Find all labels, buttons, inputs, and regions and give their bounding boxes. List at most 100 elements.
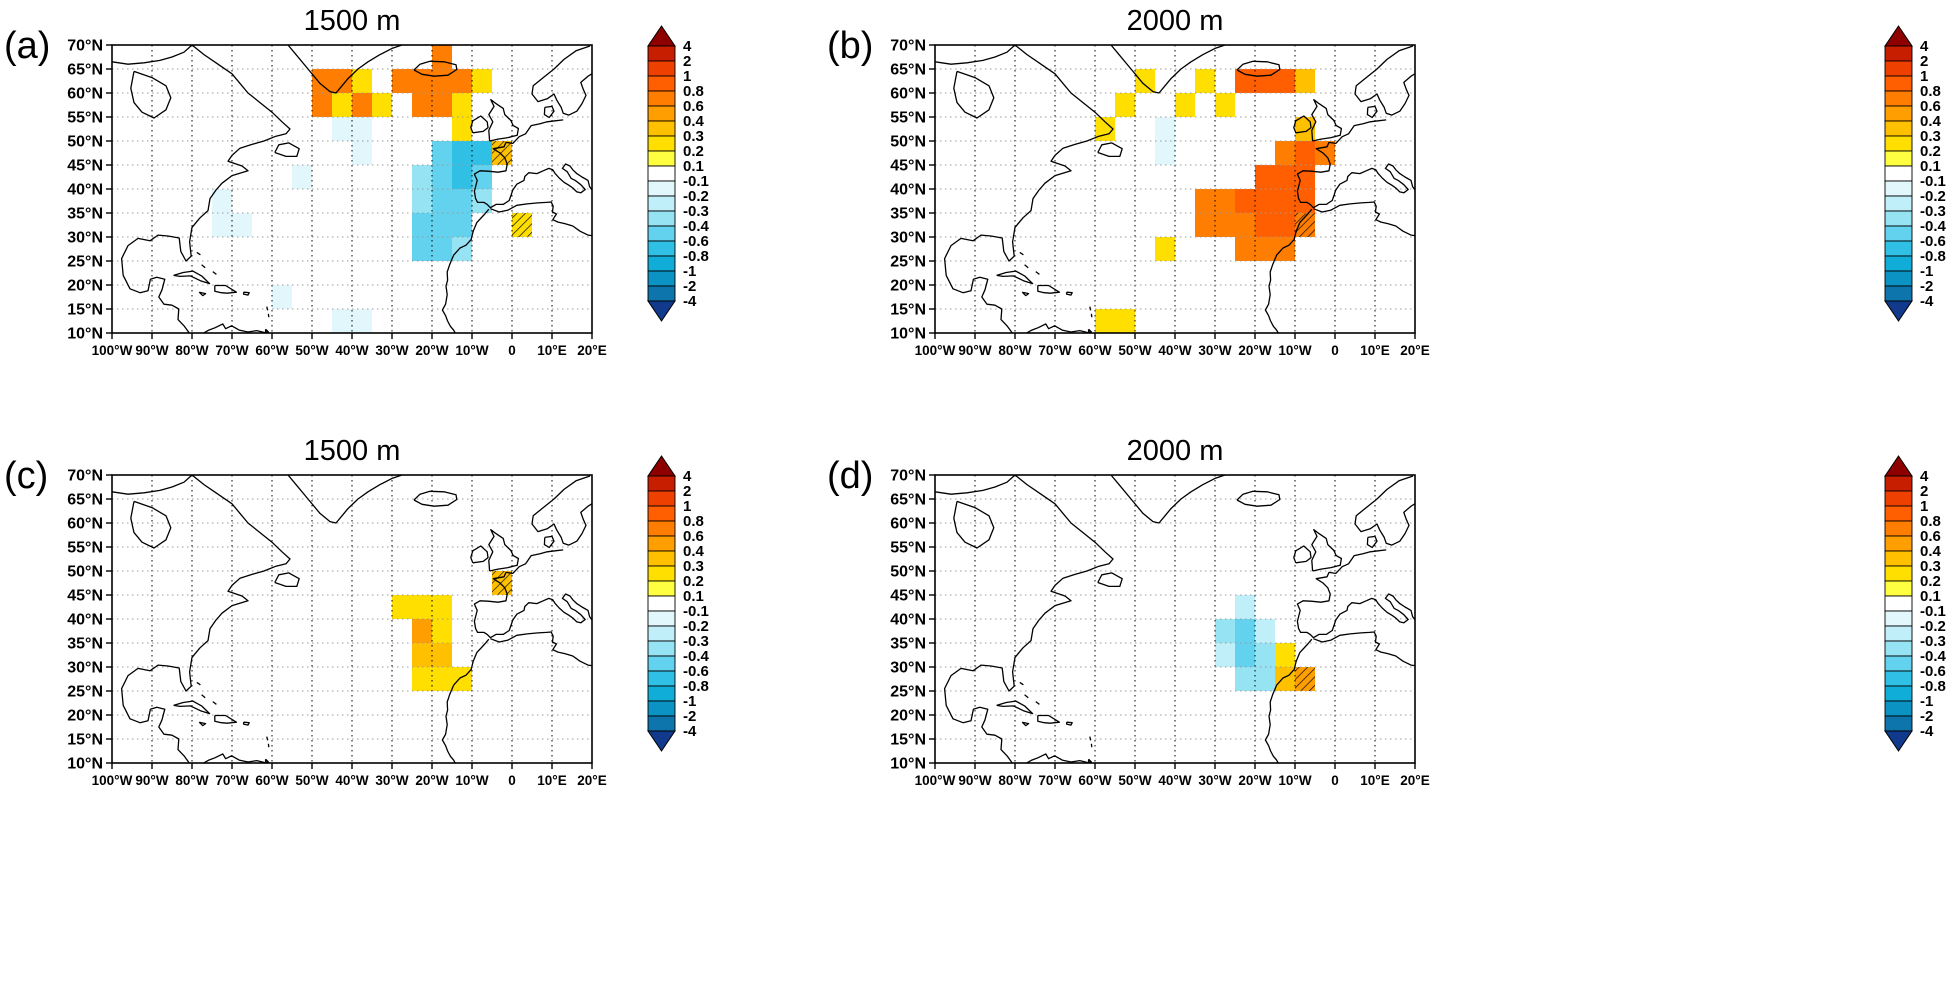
colorbar-segment — [1884, 45, 1913, 62]
coastline — [1019, 681, 1024, 686]
coastline — [1264, 208, 1313, 333]
heat-cell — [1115, 93, 1135, 117]
x-tick-label: 40°W — [335, 773, 368, 788]
colorbar-tick-label: -0.8 — [1920, 248, 1946, 265]
x-tick-label: 60°W — [255, 773, 288, 788]
colorbar-tick-label: 0.6 — [1920, 528, 1941, 545]
coastline — [473, 549, 592, 639]
y-tick-label: 45°N — [67, 158, 103, 175]
heat-cell — [432, 595, 452, 619]
map-b: 100°W 90°W 80°W 70°W 60°W 50°W 40°W 30°W 20°W 10°… — [890, 38, 1429, 359]
panel-letter-b: (b) — [827, 25, 873, 67]
colorbar-tick-label: 4 — [1920, 38, 1929, 55]
heat-cell — [1275, 643, 1295, 667]
colorbar-segment — [647, 150, 676, 167]
x-tick-label: 70°W — [215, 343, 248, 358]
y-tick-label: 20°N — [67, 708, 103, 725]
heat-cell — [1235, 69, 1255, 93]
y-tick-label: 15°N — [67, 302, 103, 319]
colorbar-arrow-up — [1884, 25, 1913, 47]
colorbar-tick-label: 0.3 — [1920, 558, 1941, 575]
x-tick-label: 100°W — [92, 343, 133, 358]
y-tick-label: 25°N — [890, 254, 926, 271]
y-tick-label: 20°N — [67, 278, 103, 295]
coastline — [266, 306, 269, 311]
colorbar-segment — [1884, 240, 1913, 257]
x-tick-label: 40°W — [335, 343, 368, 358]
heat-cell — [1295, 141, 1315, 165]
y-tick-label: 10°N — [67, 756, 103, 773]
heat-cell — [392, 69, 412, 93]
heat-cell — [452, 667, 472, 691]
colorbar-segment — [1884, 285, 1913, 302]
colorbar-tick-label: 0.8 — [1920, 83, 1941, 100]
colorbar-tick-label: 2 — [683, 53, 691, 70]
coastline — [1087, 328, 1093, 333]
panel-title-c: 1500 m — [304, 435, 401, 467]
y-tick-label: 25°N — [890, 684, 926, 701]
heat-cell — [1255, 165, 1275, 189]
coastline — [1097, 572, 1123, 588]
coastline — [413, 490, 458, 507]
colorbar-segment — [647, 580, 676, 597]
y-tick-label: 55°N — [890, 110, 926, 127]
coastline — [120, 45, 291, 333]
heat-cell — [412, 93, 432, 117]
colorbar-tick-label: 1 — [1920, 68, 1928, 85]
x-tick-label: 90°W — [135, 343, 168, 358]
colorbar-tick-label: 0.3 — [1920, 128, 1941, 145]
colorbar-segment — [647, 165, 676, 182]
colorbar-segment — [647, 90, 676, 107]
coastline — [1264, 638, 1313, 763]
coastline — [1037, 284, 1061, 294]
coastline — [120, 475, 291, 763]
heat-cell — [412, 237, 432, 261]
coastline — [242, 721, 250, 726]
colorbar-segment — [1884, 165, 1913, 182]
heat-cell — [1095, 309, 1115, 333]
colorbar-tick-label: 0.4 — [683, 543, 705, 560]
colorbar-tick-label: 0.6 — [1920, 98, 1941, 115]
heat-cell — [1095, 117, 1115, 141]
colorbar-tick-label: -1 — [683, 263, 696, 280]
colorbar-tick-label: 0.1 — [1920, 158, 1941, 175]
heat-cell — [432, 165, 452, 189]
coastline — [1089, 306, 1092, 311]
colorbar-segment — [647, 255, 676, 272]
coastline — [413, 60, 458, 77]
y-tick-label: 50°N — [890, 134, 926, 151]
coastline — [201, 694, 206, 699]
heat-cell — [1255, 69, 1275, 93]
panel-d-svg: (d) 2000 m 100°W 90°W 80°W 70°W 60°W 50°W 40°W… — [827, 435, 1947, 789]
panel-d: (d) 2000 m 100°W 90°W 80°W 70°W 60°W 50°W 40°W… — [823, 430, 1956, 847]
x-tick-label: 10°E — [1360, 773, 1389, 788]
coastline — [1087, 758, 1093, 763]
x-tick-label: 70°W — [1038, 773, 1071, 788]
y-tick-label: 50°N — [67, 564, 103, 581]
y-tick-label: 40°N — [67, 612, 103, 629]
heat-cell — [332, 93, 352, 117]
map-d: 100°W 90°W 80°W 70°W 60°W 50°W 40°W 30°W 20°W 10°… — [890, 468, 1429, 789]
colorbar-tick-label: -0.4 — [683, 648, 710, 665]
y-tick-label: 65°N — [67, 492, 103, 509]
heat-cell — [412, 213, 432, 237]
heat-cell — [432, 213, 452, 237]
coastline — [201, 264, 206, 269]
colorbar-segment — [647, 655, 676, 672]
x-tick-label: 20°W — [1238, 773, 1271, 788]
coastline — [212, 271, 217, 275]
x-tick-label: 10°E — [1360, 343, 1389, 358]
coastline — [112, 45, 193, 65]
coastline — [1313, 631, 1415, 667]
x-tick-label: 0 — [1331, 343, 1339, 358]
colorbar-segment — [647, 45, 676, 62]
coastline — [1296, 119, 1415, 209]
y-tick-label: 45°N — [890, 158, 926, 175]
coastline — [242, 291, 250, 296]
y-tick-label: 60°N — [890, 86, 926, 103]
x-tick-label: 20°W — [415, 343, 448, 358]
axes: 100°W 90°W 80°W 70°W 60°W 50°W 40°W 30°W 20°W 10°… — [67, 38, 606, 359]
heat-cell — [352, 93, 372, 117]
heat-cell — [412, 189, 432, 213]
colorbar-segment — [1884, 535, 1913, 552]
